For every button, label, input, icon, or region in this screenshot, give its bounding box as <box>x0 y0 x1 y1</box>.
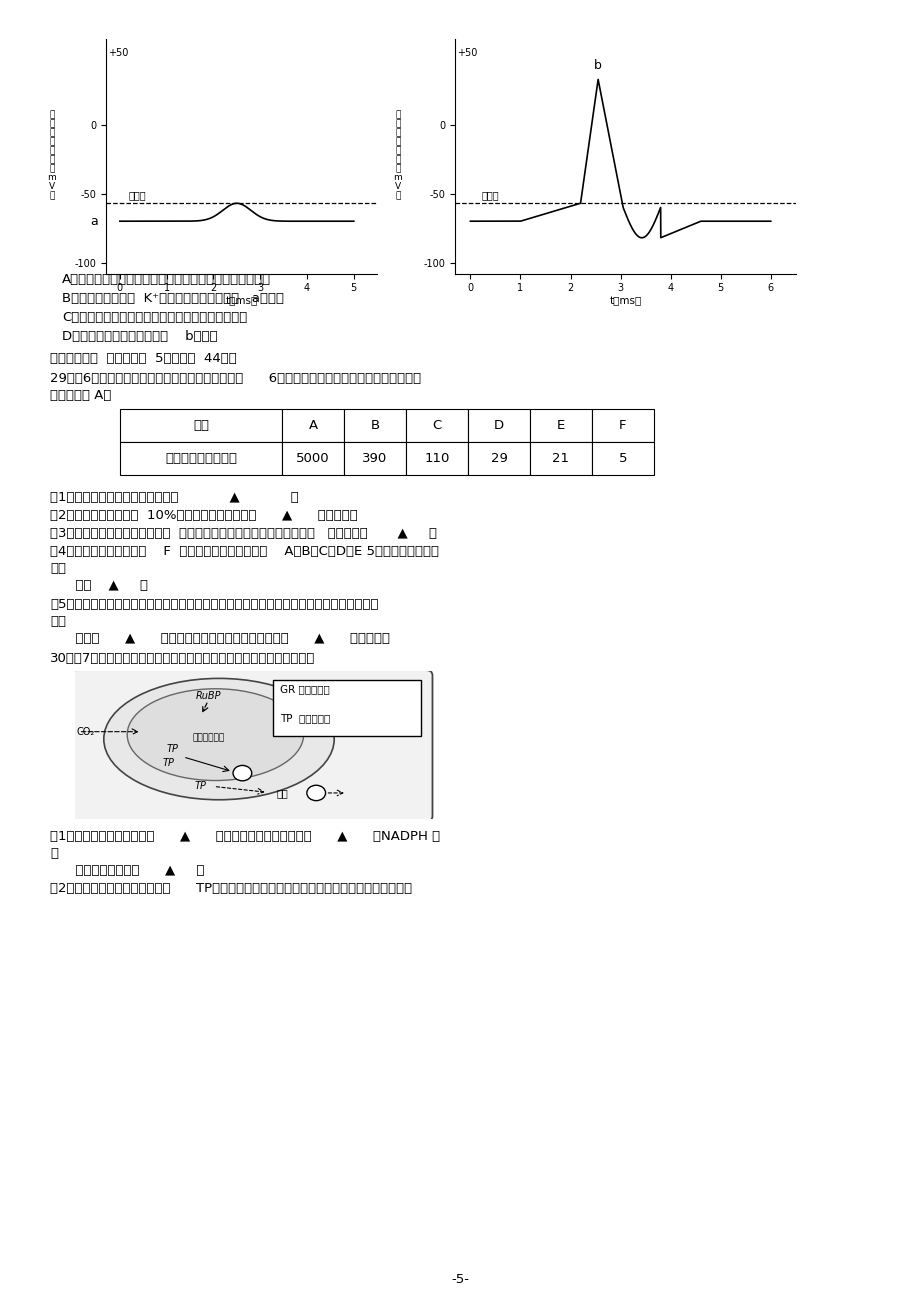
Text: D．增加刺激强度无法使乙图    b点上升: D．增加刺激强度无法使乙图 b点上升 <box>62 330 218 343</box>
Text: TP: TP <box>195 782 207 791</box>
Text: （2）淀粉运出叶绿体时先水解成      TP或葡萄糖，后者通过叶绿体膜上的载体运送到细胞质中，: （2）淀粉运出叶绿体时先水解成 TP或葡萄糖，后者通过叶绿体膜上的载体运送到细胞… <box>50 882 412 895</box>
Text: E: E <box>556 420 564 433</box>
Bar <box>468 442 529 476</box>
Text: 的是    ▲     。: 的是 ▲ 。 <box>50 579 148 592</box>
Circle shape <box>307 786 325 800</box>
Text: 29: 29 <box>490 452 507 465</box>
Text: TP: TP <box>163 758 175 767</box>
X-axis label: t（ms）: t（ms） <box>225 296 257 306</box>
Text: C．乙图表示肌膜去极化达到阈电位，产生动作电位: C．乙图表示肌膜去极化达到阈电位，产生动作电位 <box>62 311 247 324</box>
Text: RuBP: RuBP <box>195 691 221 701</box>
Text: 29．（6分）下表是某池塘生态系统内一个食物网中      6个种群有机物同化量的相对值，其中是生: 29．（6分）下表是某池塘生态系统内一个食物网中 6个种群有机物同化量的相对值，… <box>50 371 421 384</box>
Text: F: F <box>618 420 626 433</box>
Text: 淀粉合成途径: 淀粉合成途径 <box>192 734 224 743</box>
Bar <box>529 409 591 442</box>
Text: 膜
内
外
电
位
差
（
m
V
）: 膜 内 外 电 位 差 （ m V ） <box>393 109 402 199</box>
Bar <box>591 442 653 476</box>
Text: 产者的只有 A。: 产者的只有 A。 <box>50 390 111 403</box>
Text: 甲: 甲 <box>237 258 245 272</box>
Text: a: a <box>90 215 97 228</box>
Circle shape <box>233 765 252 780</box>
Text: 具有: 具有 <box>50 615 66 628</box>
Text: 5000: 5000 <box>296 452 329 465</box>
Bar <box>591 409 653 442</box>
X-axis label: t（ms）: t（ms） <box>608 296 641 306</box>
Text: 蔗糖: 蔗糖 <box>276 788 288 797</box>
Text: 下降: 下降 <box>50 562 66 575</box>
Text: （5）一般情况下，池塘生态系统的结构和功能能够维持相对稳定，表明池塘生态系统的内部: （5）一般情况下，池塘生态系统的结构和功能能够维持相对稳定，表明池塘生态系统的内… <box>50 598 378 611</box>
Text: 5: 5 <box>618 452 627 465</box>
Text: 阈电位: 阈电位 <box>481 190 498 199</box>
Text: （4）如果向该池塘引入以    F  为专一食物的水生动物，    A、B、C、D、E 5个种群中密度首先: （4）如果向该池塘引入以 F 为专一食物的水生动物， A、B、C、D、E 5个种… <box>50 545 438 558</box>
Text: C: C <box>432 420 441 433</box>
Text: A．甲图所示的电位传播至肌纤维内部，不能引起肌肉收缩: A．甲图所示的电位传播至肌纤维内部，不能引起肌肉收缩 <box>62 274 271 285</box>
Text: 膜
内
外
电
位
差
（
m
V
）: 膜 内 外 电 位 差 （ m V ） <box>48 109 56 199</box>
Text: +50: +50 <box>457 48 477 57</box>
Text: 一定的      ▲      能力，这种能力的大小与生态系统的      ▲      关系密切。: 一定的 ▲ 能力，这种能力的大小与生态系统的 ▲ 关系密切。 <box>50 632 390 645</box>
Bar <box>529 442 591 476</box>
Bar <box>344 442 405 476</box>
Bar <box>282 442 344 476</box>
Text: A: A <box>308 420 317 433</box>
Text: b: b <box>594 59 601 72</box>
Text: 390: 390 <box>362 452 387 465</box>
Text: 110: 110 <box>424 452 449 465</box>
Bar <box>344 409 405 442</box>
Text: D: D <box>494 420 504 433</box>
Bar <box>119 442 282 476</box>
Text: TP  三碳糖磷酸: TP 三碳糖磷酸 <box>280 713 330 723</box>
Text: 有机物同化量相对值: 有机物同化量相对值 <box>165 452 237 465</box>
Text: 该循环中的作用为      ▲     。: 该循环中的作用为 ▲ 。 <box>50 864 204 877</box>
Text: （1）该池塘中所有的生物构成一个            ▲            。: （1）该池塘中所有的生物构成一个 ▲ 。 <box>50 491 299 504</box>
Text: 乙: 乙 <box>620 258 630 272</box>
Bar <box>405 409 468 442</box>
Text: （2）若能量传递效率按  10%计算，该食物网最多有      ▲      条食物链。: （2）若能量传递效率按 10%计算，该食物网最多有 ▲ 条食物链。 <box>50 509 357 523</box>
Ellipse shape <box>104 679 334 800</box>
Text: 二、非选择题  （本大题共  5小题，共  44分）: 二、非选择题 （本大题共 5小题，共 44分） <box>50 352 236 365</box>
Text: （3）如果池塘受到了农药污染，  则位于食物链顶位的物种受害最严重，   该现象称为       ▲     。: （3）如果池塘受到了农药污染， 则位于食物链顶位的物种受害最严重， 该现象称为 … <box>50 526 437 539</box>
Text: GR 葡萄糖载体: GR 葡萄糖载体 <box>280 684 330 693</box>
Bar <box>468 409 529 442</box>
Text: +50: +50 <box>108 48 128 57</box>
Text: 30．（7分）下图为叶肉细胞中部分代谢途径示意图。请回答以下问题：: 30．（7分）下图为叶肉细胞中部分代谢途径示意图。请回答以下问题： <box>50 652 315 665</box>
Text: 阈电位: 阈电位 <box>128 190 146 199</box>
Bar <box>119 409 282 442</box>
Text: -5-: -5- <box>450 1273 469 1286</box>
Text: CO₂: CO₂ <box>76 727 95 737</box>
FancyBboxPatch shape <box>70 670 432 821</box>
Text: B: B <box>370 420 380 433</box>
Text: TP: TP <box>166 744 178 754</box>
Text: B．若突触间隙中的  K⁺浓度急性下降，则甲图   a点下移: B．若突触间隙中的 K⁺浓度急性下降，则甲图 a点下移 <box>62 292 284 305</box>
Text: （1）上图所示的生理过程为      ▲      循环，该循环的关键步骤是      ▲      ，NADPH 在: （1）上图所示的生理过程为 ▲ 循环，该循环的关键步骤是 ▲ ，NADPH 在 <box>50 830 439 843</box>
Text: 种群: 种群 <box>193 420 209 433</box>
Ellipse shape <box>127 689 303 780</box>
Text: 在: 在 <box>50 847 58 860</box>
Text: 21: 21 <box>552 452 569 465</box>
Bar <box>273 680 420 736</box>
Bar <box>282 409 344 442</box>
Bar <box>405 442 468 476</box>
